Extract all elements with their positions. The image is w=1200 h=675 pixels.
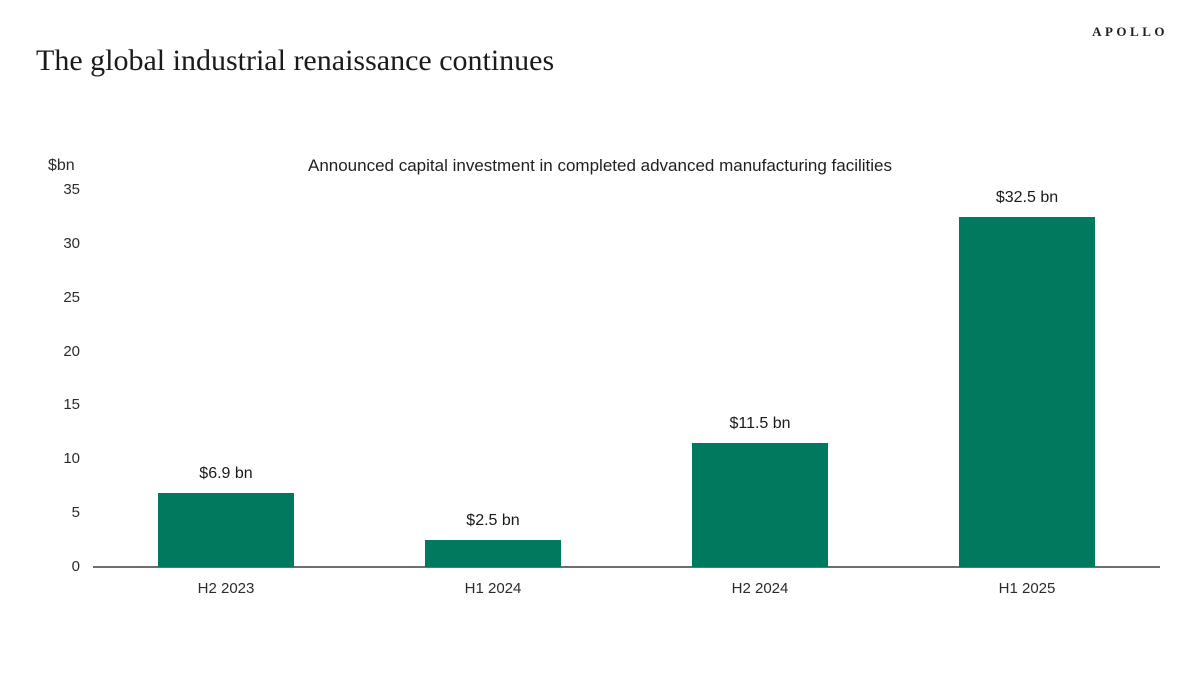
bar-h1-2024 [425, 540, 561, 567]
y-tick-label: 30 [63, 234, 80, 252]
bar-h2-2023 [158, 493, 294, 567]
x-axis-category-label: H1 2025 [998, 580, 1056, 597]
y-tick-label: 15 [63, 396, 80, 414]
y-tick-label: 0 [71, 558, 80, 575]
x-axis-category-label: H2 2023 [197, 580, 255, 597]
y-tick-label: 5 [71, 504, 80, 522]
y-tick-label: 35 [63, 181, 80, 198]
bar-value-label: $32.5 bn [995, 189, 1059, 206]
chart-title: Announced capital investment in complete… [307, 156, 892, 175]
bar-value-label: $11.5 bn [729, 415, 791, 432]
apollo-logo: APOLLO [1092, 24, 1168, 39]
page-title: The global industrial renaissance contin… [36, 44, 555, 77]
bar-value-label: $6.9 bn [199, 465, 253, 482]
bar-value-label: $2.5 bn [466, 512, 520, 529]
y-axis-unit-label: $bn [48, 157, 75, 174]
y-tick-label: 25 [63, 288, 80, 306]
bar-h1-2025 [959, 217, 1095, 567]
x-axis-category-label: H1 2024 [464, 580, 522, 597]
y-tick-label: 20 [63, 342, 80, 360]
x-axis-line [93, 566, 1160, 568]
bar-h2-2024 [692, 443, 828, 567]
y-tick-label: 10 [63, 450, 80, 468]
x-axis-category-label: H2 2024 [731, 580, 789, 597]
